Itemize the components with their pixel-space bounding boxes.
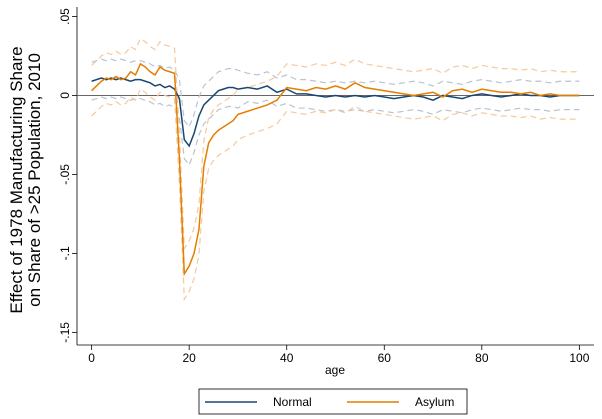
x-tick-label: 80 xyxy=(475,351,489,365)
x-tick-label: 20 xyxy=(182,351,196,365)
x-tick-label: 0 xyxy=(88,351,95,365)
series-line xyxy=(91,77,580,148)
legend-label: Asylum xyxy=(415,395,454,409)
confidence-line xyxy=(91,58,580,129)
y-tick-label: -.15 xyxy=(58,322,72,343)
x-tick-label: 100 xyxy=(569,351,589,365)
y-tick-label: -.1 xyxy=(58,246,72,260)
confidence-line xyxy=(91,96,580,167)
y-tick-label: .05 xyxy=(58,8,72,25)
x-tick-label: 60 xyxy=(378,351,392,365)
legend: Normal Asylum xyxy=(205,395,454,409)
y-tick-label: -.05 xyxy=(58,164,72,185)
plot-area: -.15 -.1 -.05 0 .05 0 20 40 60 80 100 xyxy=(58,7,594,365)
confidence-line xyxy=(91,37,580,251)
x-axis-title: age xyxy=(325,363,345,377)
series-line xyxy=(91,62,580,277)
y-axis-title: Effect of 1978 Manufacturing Share xyxy=(7,46,26,313)
y-axis-title: on Share of >25 Population, 2010 xyxy=(25,53,44,307)
legend-label: Normal xyxy=(273,395,312,409)
x-tick-label: 40 xyxy=(280,351,294,365)
y-tick-label: 0 xyxy=(58,92,72,99)
confidence-line xyxy=(91,88,580,302)
